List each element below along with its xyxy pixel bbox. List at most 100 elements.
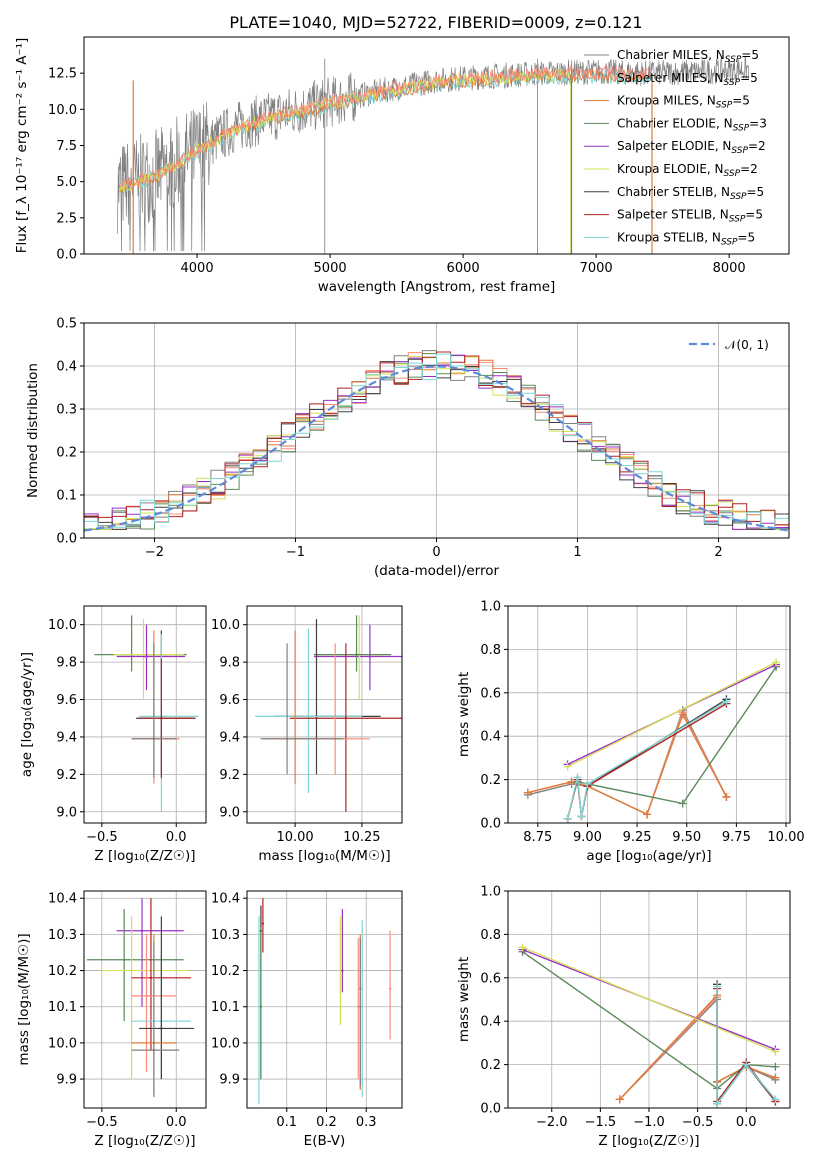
- x-tick-label: 0.1: [276, 1115, 297, 1130]
- x-tick-label: 4000: [181, 261, 214, 276]
- y-tick-label: 7.5: [56, 139, 77, 154]
- series-line: [566, 700, 727, 819]
- x-tick-label: 0: [432, 545, 440, 560]
- axes-frame: [246, 890, 403, 1109]
- axes-frame: [83, 890, 207, 1109]
- legend-nssp-prefix: , N: [707, 71, 724, 85]
- series-marker: [563, 762, 572, 771]
- data-point: [307, 715, 310, 718]
- x-tick-label: 9.50: [672, 830, 701, 845]
- series-marker: [713, 1099, 722, 1108]
- data-point: [160, 717, 163, 720]
- series-marker: [678, 710, 687, 719]
- x-tick-label: −0.5: [86, 830, 118, 845]
- y-tick-label: 10.3: [211, 928, 240, 943]
- plot-area: [523, 658, 781, 823]
- histogram-step-line: [84, 353, 789, 529]
- x-tick-label: 0.3: [356, 1115, 377, 1130]
- x-tick-label: 0.0: [166, 1115, 187, 1130]
- y-tick-label: 10.0: [211, 618, 240, 633]
- series-line: [522, 951, 776, 1090]
- series-line: [566, 702, 727, 819]
- x-tick-label: 10.25: [343, 830, 380, 845]
- y-tick-label: 0.0: [56, 248, 77, 263]
- y-tick-label: 0.1: [56, 489, 77, 504]
- x-tick-label: 8.75: [523, 830, 552, 845]
- y-tick-label: 10.1: [48, 1000, 77, 1015]
- x-tick-label: 1: [573, 545, 581, 560]
- data-point: [341, 969, 344, 972]
- series-marker: [722, 697, 731, 706]
- legend-nssp-value: =5: [737, 230, 755, 244]
- y-tick-label: 10.0: [48, 103, 77, 118]
- x-tick-label: −0.5: [86, 1115, 118, 1130]
- data-point: [122, 958, 126, 961]
- plot-area: [116, 55, 750, 254]
- data-point: [142, 653, 145, 656]
- axes-frame: [507, 605, 791, 824]
- x-tick-label: −1: [286, 545, 305, 560]
- legend-nssp-value: =5: [732, 94, 750, 108]
- series-marker: [573, 773, 582, 782]
- x-axis-label: Z [log₁₀(Z/Z☉)]: [94, 848, 195, 864]
- y-tick-label: 9.6: [219, 693, 240, 708]
- legend-nssp-prefix: , N: [715, 139, 732, 153]
- y-tick-label: 1.0: [480, 885, 501, 900]
- data-point: [145, 994, 148, 998]
- series-marker: [615, 1095, 624, 1104]
- legend-nssp-subscript: SSP: [729, 215, 746, 225]
- data-point: [261, 922, 265, 925]
- y-tick-label: 0.4: [480, 730, 501, 745]
- legend-nssp-subscript: SSP: [724, 78, 741, 88]
- x-tick-label: 2: [714, 545, 722, 560]
- y-tick-label: 9.0: [219, 805, 240, 820]
- y-tick-label: 0.2: [480, 1058, 501, 1073]
- series-marker: [563, 814, 572, 823]
- data-point: [355, 653, 358, 656]
- y-tick-label: 9.2: [219, 768, 240, 783]
- legend-entry: Salpeter ELODIE, NSSP=2: [617, 139, 766, 156]
- x-tick-label: −2: [145, 545, 164, 560]
- series-line: [716, 986, 776, 1106]
- legend-nssp-subscript: SSP: [724, 169, 741, 179]
- mass-vs-ebv-panel: 0.1 0.2 0.3 9.9 10.0 10.1 10.2 10.3 10.4 E(B-V): [211, 890, 403, 1149]
- y-tick-label: 9.8: [56, 656, 77, 671]
- data-point: [160, 1027, 163, 1030]
- y-tick-label: 0.3: [56, 403, 77, 418]
- plot-area: [257, 898, 392, 1105]
- series-marker: [643, 810, 652, 819]
- legend-nssp-prefix: , N: [713, 185, 730, 199]
- data-point: [357, 1005, 360, 1008]
- legend-nssp-prefix: , N: [712, 208, 729, 222]
- legend-label: Chabrier MILES: [617, 48, 708, 62]
- legend-nssp-value: =5: [740, 71, 758, 85]
- x-tick-label: 10.00: [276, 830, 313, 845]
- legend-label: Chabrier STELIB: [617, 185, 713, 199]
- age-vs-mass-panel: 10.00 10.25 9.0 9.2 9.4 9.6 9.8 10.0 mass [log₁₀…: [211, 605, 403, 864]
- legend-label: Kroupa ELODIE: [617, 162, 707, 176]
- y-tick-label: 9.4: [56, 730, 77, 745]
- model-fit-line: [119, 67, 570, 194]
- series-marker: [722, 792, 731, 801]
- y-tick-label: 9.6: [56, 693, 77, 708]
- legend-entry: Salpeter STELIB, NSSP=5: [617, 208, 763, 225]
- series-marker: [771, 1073, 780, 1082]
- axes-frame: [83, 605, 207, 824]
- y-tick-label: 9.2: [56, 768, 77, 783]
- x-tick-label: 10.00: [767, 830, 804, 845]
- x-tick-label: −2.0: [536, 1115, 568, 1130]
- legend-nssp-subscript: SSP: [725, 55, 742, 65]
- y-tick-label: 9.9: [56, 1073, 77, 1088]
- mass-vs-metallicity-panel: −0.5 0.0 9.9 10.0 10.1 10.2 10.3 10.4 Z [log₁₀(Z…: [16, 890, 207, 1149]
- plot-area: [518, 943, 780, 1108]
- series-marker: [583, 779, 592, 788]
- y-tick-label: 9.8: [219, 656, 240, 671]
- data-point: [130, 969, 133, 972]
- legend-entry: Kroupa ELODIE, NSSP=2: [617, 162, 758, 179]
- massweight-vs-age-panel: 8.75 9.00 9.25 9.50 9.75 10.00 0.0 0.2 0.4 0.6 0.8…: [456, 600, 805, 865]
- massweight-vs-metallicity-panel: −2.0 −1.5 −1.0 −0.5 0.0 0.0 0.2 0.4 0.6 0.8 1.0 Z […: [456, 885, 791, 1149]
- y-axis-label: age [log₁₀(age/yr)]: [19, 652, 35, 777]
- x-tick-label: −0.5: [682, 1115, 714, 1130]
- y-tick-label: 10.4: [48, 892, 77, 907]
